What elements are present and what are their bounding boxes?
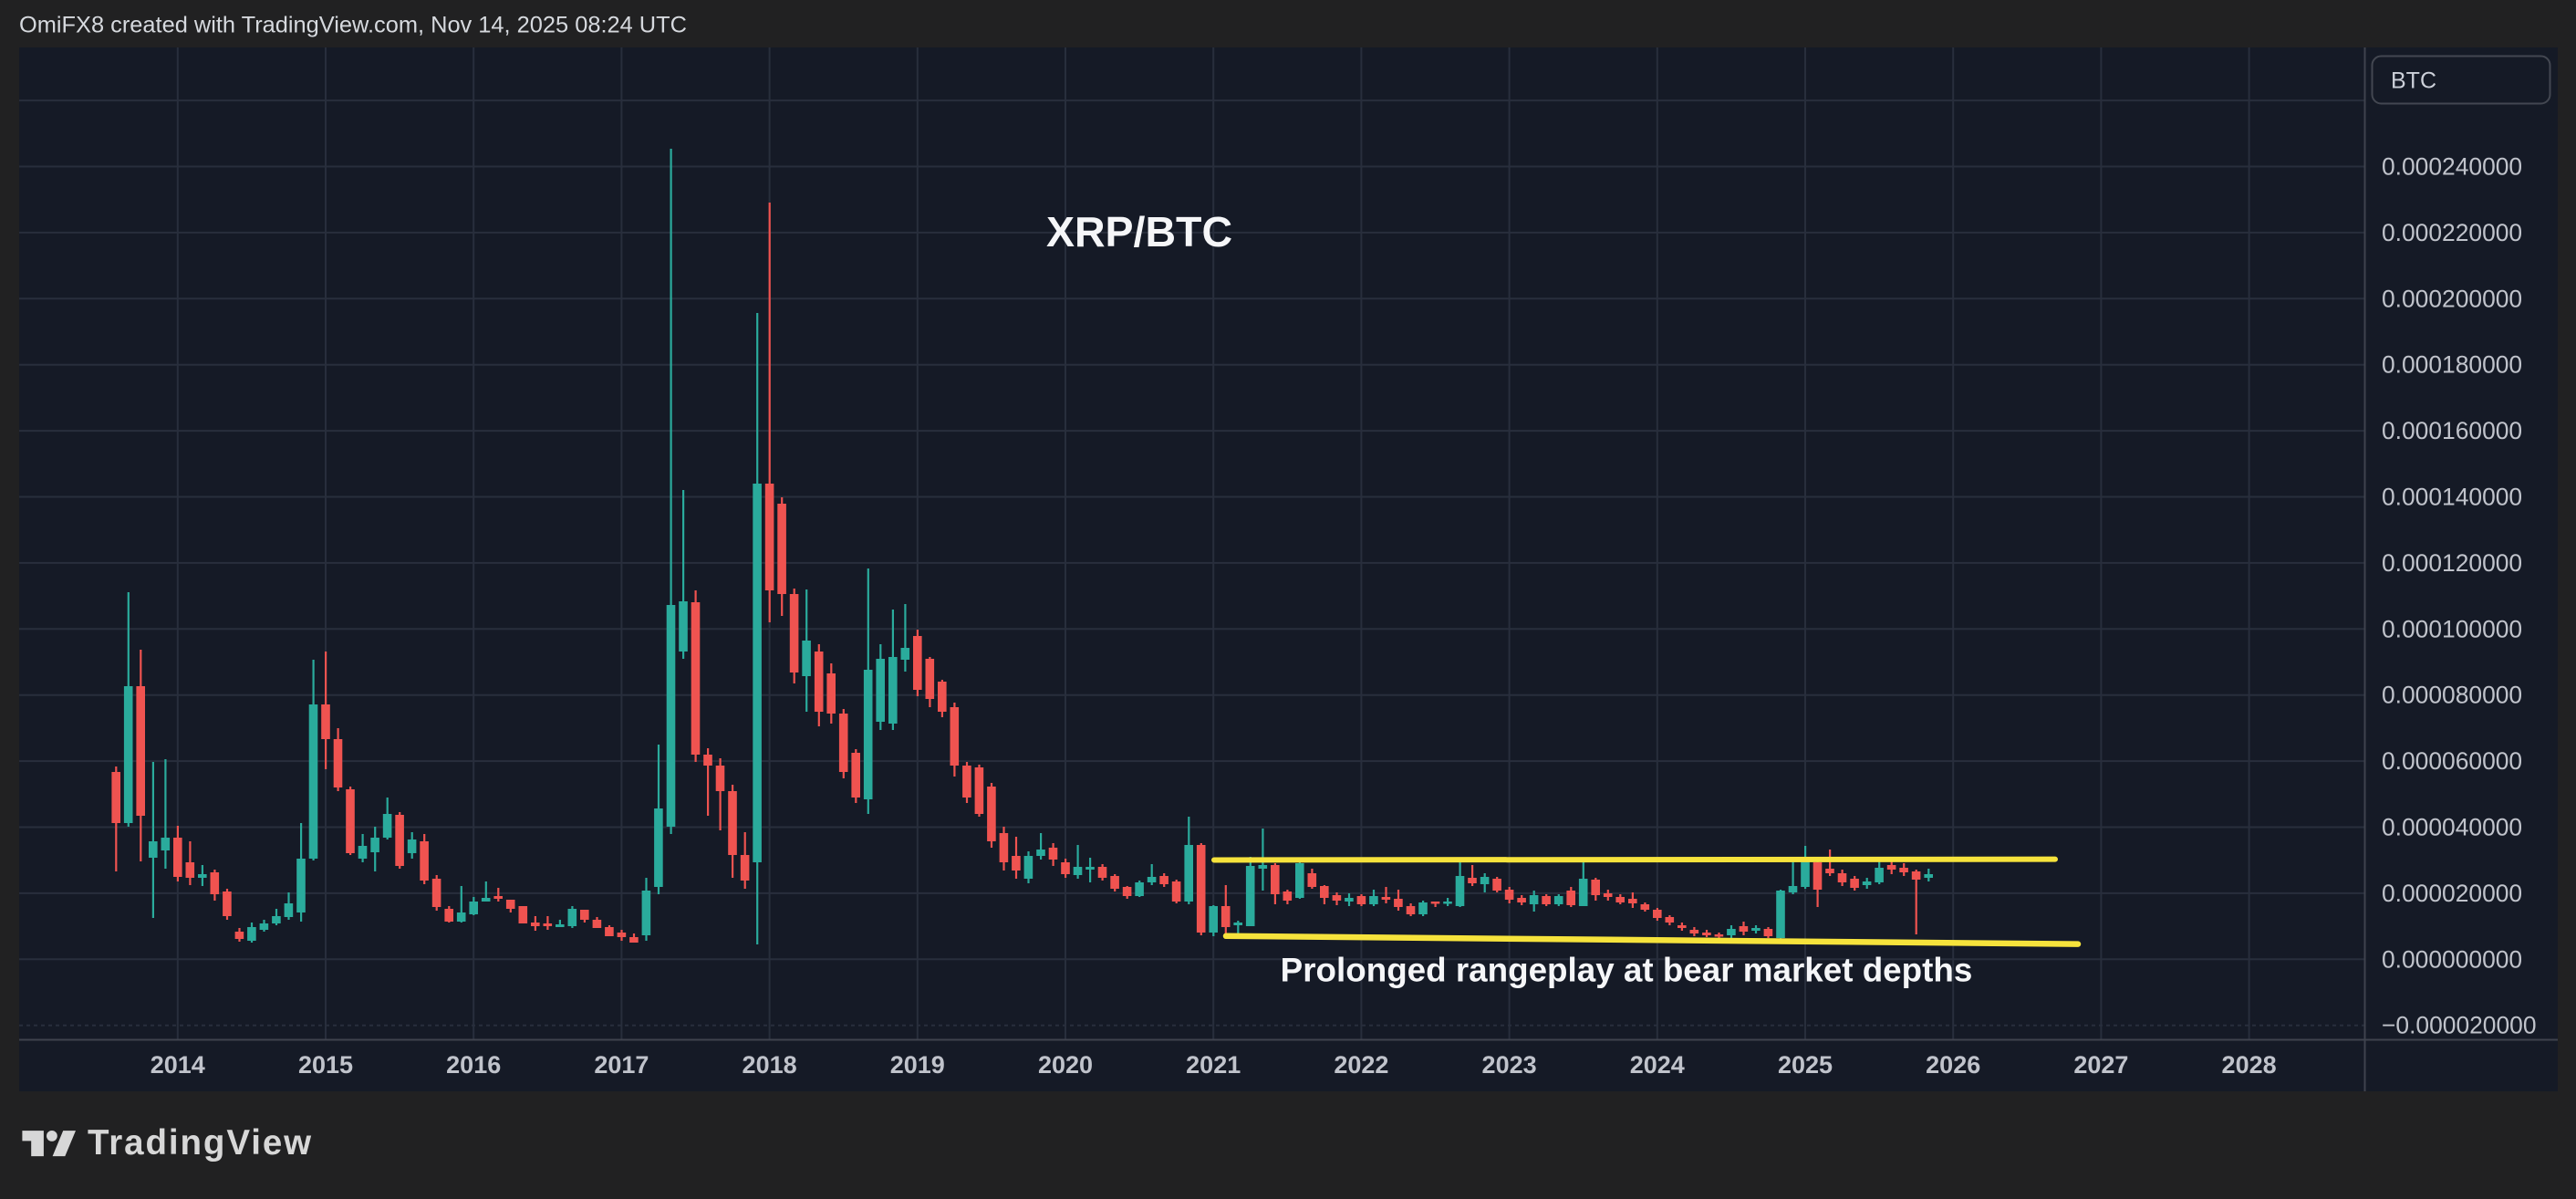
svg-text:0.000140000: 0.000140000 (2382, 484, 2522, 511)
svg-text:2015: 2015 (298, 1051, 353, 1079)
svg-text:BTC: BTC (2391, 68, 2436, 94)
svg-text:XRP/BTC: XRP/BTC (1046, 208, 1232, 255)
svg-text:0.000000000: 0.000000000 (2382, 945, 2522, 973)
svg-text:2016: 2016 (446, 1051, 501, 1079)
svg-text:TradingView: TradingView (88, 1123, 313, 1163)
svg-text:Prolonged rangeplay at bear ma: Prolonged rangeplay at bear market depth… (1281, 952, 1973, 989)
svg-text:2027: 2027 (2073, 1051, 2128, 1079)
svg-text:2017: 2017 (594, 1051, 649, 1079)
svg-text:0.000080000: 0.000080000 (2382, 682, 2522, 709)
svg-text:2019: 2019 (890, 1051, 945, 1079)
svg-text:2028: 2028 (2222, 1051, 2277, 1079)
svg-text:0.000060000: 0.000060000 (2382, 747, 2522, 775)
svg-text:0.000220000: 0.000220000 (2382, 219, 2522, 246)
svg-text:0.000120000: 0.000120000 (2382, 549, 2522, 577)
svg-text:2024: 2024 (1630, 1051, 1685, 1079)
svg-text:2020: 2020 (1038, 1051, 1093, 1079)
svg-text:0.000240000: 0.000240000 (2382, 153, 2522, 181)
svg-text:2018: 2018 (743, 1051, 797, 1079)
svg-text:0.000200000: 0.000200000 (2382, 285, 2522, 312)
svg-text:0.000020000: 0.000020000 (2382, 880, 2522, 907)
svg-text:2026: 2026 (1926, 1051, 1980, 1079)
svg-text:OmiFX8 created with TradingVie: OmiFX8 created with TradingView.com, Nov… (19, 13, 687, 38)
svg-text:2021: 2021 (1186, 1051, 1241, 1079)
svg-text:−0.000020000: −0.000020000 (2382, 1012, 2537, 1039)
svg-text:2022: 2022 (1334, 1051, 1388, 1079)
svg-text:2014: 2014 (151, 1051, 205, 1079)
svg-text:0.000160000: 0.000160000 (2382, 417, 2522, 444)
svg-text:0.000040000: 0.000040000 (2382, 814, 2522, 841)
svg-text:0.000100000: 0.000100000 (2382, 615, 2522, 642)
svg-text:2025: 2025 (1778, 1051, 1833, 1079)
svg-text:0.000180000: 0.000180000 (2382, 351, 2522, 379)
svg-text:2023: 2023 (1482, 1051, 1537, 1079)
